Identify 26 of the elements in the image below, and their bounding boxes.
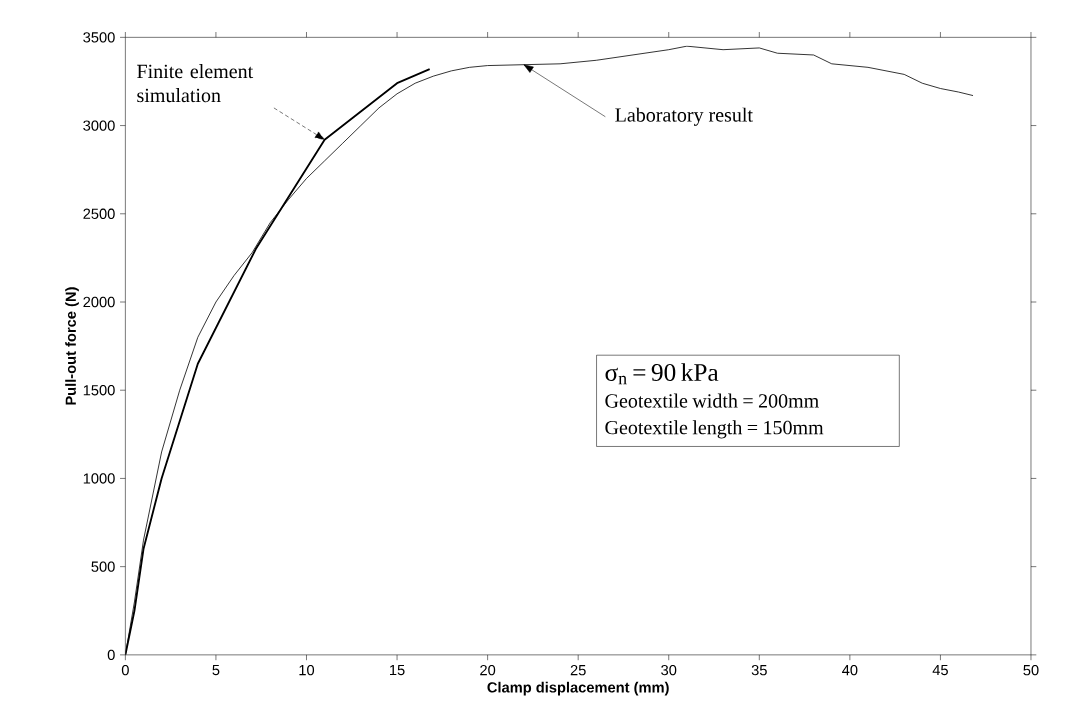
x-tick-label: 45 [932,664,948,676]
x-tick-label: 20 [480,664,496,676]
x-tick-label: 10 [299,664,315,676]
y-tick-label: 3500 [83,32,115,43]
y-tick-label: 2000 [83,296,115,308]
y-tick-label: 1500 [83,384,115,396]
y-tick-label: 1000 [83,473,115,484]
x-tick-label: 25 [570,664,586,676]
y-axis-title: Pull-out force (N) [65,287,79,405]
annotation: Laboratory result [615,107,753,126]
x-tick-label: 35 [751,664,767,676]
annotation: σ$_{n}$ = 90 kPa [605,363,719,385]
x-axis-title: Clamp displacement (mm) [487,681,669,696]
annotation: Geotextile width = 200mm [605,393,819,408]
x-tick-label: 5 [212,664,220,676]
x-tick-label: 40 [842,664,858,676]
y-tick-label: 2500 [83,208,115,219]
x-tick-label: 30 [661,664,677,676]
annotation: Geotextile length = 150mm [605,420,824,439]
x-tick-label: 15 [390,664,405,676]
y-tick-label: 3000 [83,120,115,131]
y-tick-label: 0 [107,649,115,660]
x-tick-label: 50 [1023,664,1039,676]
y-tick-label: 500 [91,561,115,572]
x-tick-label: 0 [121,664,129,676]
annotation: Finite element simulation [137,63,254,103]
